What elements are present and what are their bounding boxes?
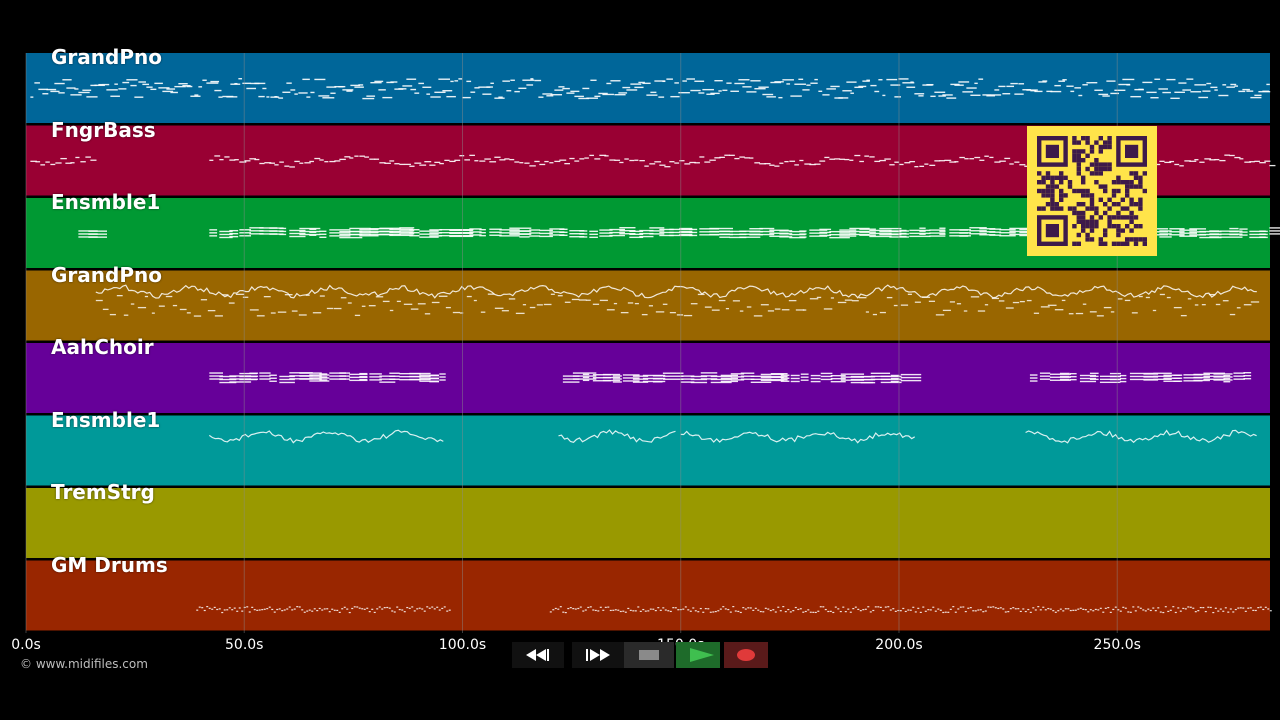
stop-icon — [639, 650, 659, 660]
play-icon — [690, 648, 714, 662]
track-name-label: Ensmble1 — [51, 407, 161, 432]
rewind-button[interactable] — [512, 642, 564, 668]
track-band — [26, 53, 1270, 123]
time-tick-label: 0.0s — [11, 637, 41, 653]
time-tick-label: 50.0s — [225, 637, 264, 653]
time-tick-label: 100.0s — [438, 637, 487, 653]
fast-forward-icon — [586, 649, 610, 661]
play-button[interactable] — [676, 642, 720, 668]
time-tick-label: 250.0s — [1093, 637, 1141, 653]
transport-controls — [510, 642, 770, 668]
fast-forward-button[interactable] — [572, 642, 624, 668]
time-tick-label: 200.0s — [875, 637, 923, 653]
track-notes — [196, 606, 1272, 614]
track-notes — [209, 372, 1252, 384]
record-icon — [737, 649, 755, 661]
track-band — [26, 270, 1270, 341]
watermark-text: © www.midifiles.com — [20, 657, 148, 671]
qr-code-image — [1027, 126, 1157, 256]
track-band — [26, 415, 1270, 486]
track-name-label: GM Drums — [51, 552, 168, 577]
track-name-label: AahChoir — [51, 335, 154, 359]
track-notes — [95, 284, 1260, 317]
track-name-label: FngrBass — [51, 117, 156, 142]
track-name-label: Ensmble1 — [51, 190, 161, 214]
track-name-label: GrandPno — [51, 45, 162, 69]
rewind-icon — [526, 649, 549, 661]
track-band — [26, 488, 1270, 558]
track-notes — [30, 78, 1271, 100]
track-notes — [208, 429, 1257, 444]
track-name-label: GrandPno — [51, 262, 162, 287]
track-band — [26, 560, 1270, 631]
track-notes — [30, 154, 1276, 168]
track-name-label: TremStrg — [51, 480, 155, 504]
stop-button[interactable] — [624, 642, 674, 668]
record-button[interactable] — [724, 642, 768, 668]
